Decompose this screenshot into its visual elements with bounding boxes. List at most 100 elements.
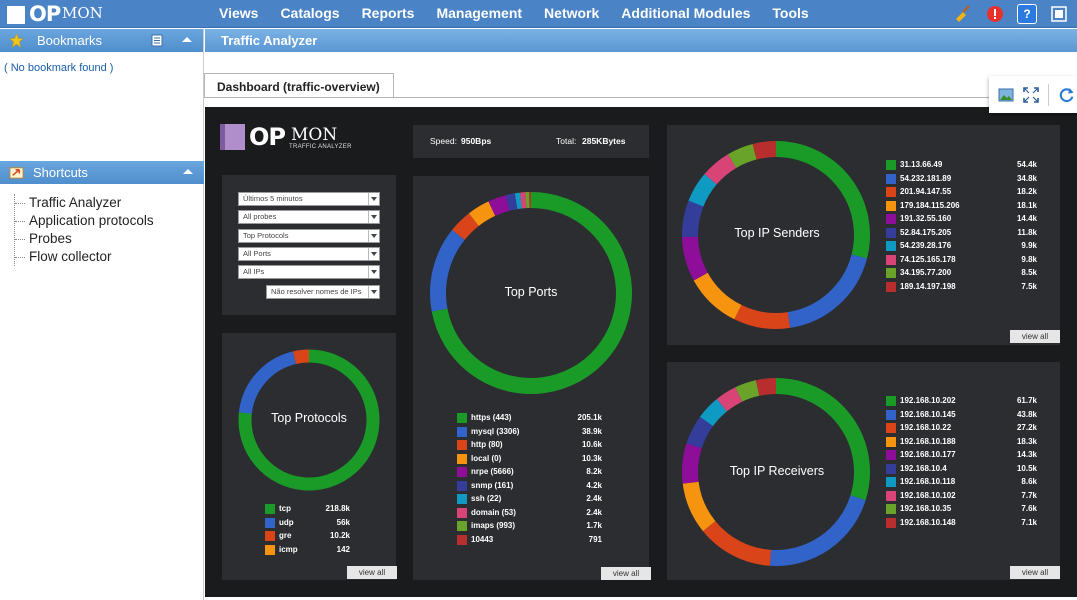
legend-value: 38.9k (581, 426, 602, 436)
slice-191-32-55-160[interactable] (682, 236, 708, 281)
shortcuts-collapse-icon[interactable] (183, 169, 193, 174)
slice-179-184-115-206[interactable] (693, 272, 742, 320)
bookmark-list-icon[interactable] (151, 34, 163, 47)
slice-192-168-10-118[interactable] (699, 398, 728, 427)
top-protocols-panel: Top Protocols tcp 218.8k udp 56k gre 10.2k icm… (222, 333, 397, 580)
slice-192-168-10-102[interactable] (716, 387, 743, 412)
legend-swatch (886, 214, 896, 224)
ports-select[interactable]: All Ports (238, 247, 380, 261)
probes-select[interactable]: All probes (238, 210, 380, 224)
bookmarks-header[interactable]: Bookmarks (0, 29, 203, 52)
menu-management[interactable]: Management (436, 5, 523, 21)
slice-74-125-165-178[interactable] (704, 154, 737, 185)
legend-label: 192.168.10.4 (900, 463, 947, 473)
chevron-down-icon (371, 252, 377, 256)
menu-tools[interactable]: Tools (772, 5, 809, 21)
slice-189-14-197-198[interactable] (752, 141, 777, 160)
chart-type-select[interactable]: Top Protocols (238, 229, 380, 243)
menu-reports[interactable]: Reports (361, 5, 415, 21)
legend-swatch (457, 521, 467, 531)
left-sidebar: Bookmarks ( No bookmark found ) Shortcut… (0, 29, 204, 600)
slice-192-168-10-35[interactable] (735, 380, 760, 402)
legend-value: 9.9k (1021, 241, 1037, 250)
shortcut-application-protocols[interactable]: Application protocols (15, 212, 204, 230)
slice-34-195-77-200[interactable] (727, 143, 757, 169)
legend-item: 179.184.115.206 18.1k (886, 200, 1037, 214)
legend-item: imaps (993) 1.7k (457, 520, 602, 534)
filters-panel: Últimos 5 minutos All probes Top Protoco… (222, 175, 396, 315)
shortcuts-header[interactable]: Shortcuts (0, 161, 204, 184)
legend-value: 9.8k (1021, 254, 1037, 264)
slice-gre[interactable] (293, 349, 309, 365)
image-export-icon[interactable] (998, 87, 1014, 103)
slice-192-168-10-188[interactable] (682, 481, 716, 532)
legend-label: 34.195.77.200 (900, 268, 952, 277)
slice-192-168-10-148[interactable] (755, 378, 777, 396)
legend-value: 7.6k (1021, 504, 1037, 513)
chart-type-select-value: Top Protocols (243, 231, 289, 240)
alert-icon[interactable] (985, 4, 1005, 24)
top-ip-senders-title: Top IP Senders (734, 226, 820, 240)
legend-label: nrpe (5666) (471, 467, 514, 476)
tab-dashboard[interactable]: Dashboard (traffic-overview) (204, 73, 394, 98)
slice-54-239-28-176[interactable] (688, 174, 717, 207)
view-all-receivers-button[interactable]: view all (1010, 566, 1060, 579)
legend-value: 8.2k (586, 467, 602, 476)
slice-192-168-10-202[interactable] (775, 378, 870, 501)
resolve-names-select[interactable]: Não resolver nomes de IPs (266, 285, 380, 299)
legend-item: 192.168.10.35 7.6k (886, 503, 1037, 517)
ips-select[interactable]: All IPs (238, 265, 380, 279)
slice-201-94-147-55[interactable] (734, 304, 791, 329)
view-all-ports-button[interactable]: view all (601, 567, 651, 580)
slice-31-13-66-49[interactable] (775, 141, 870, 259)
legend-swatch (886, 477, 896, 487)
period-select[interactable]: Últimos 5 minutos (238, 192, 380, 206)
legend-swatch (457, 453, 467, 464)
slice-tcp[interactable] (238, 349, 380, 491)
legend-item: 201.94.147.55 18.2k (886, 186, 1037, 200)
slice-https-443[interactable] (431, 192, 632, 394)
menu-catalogs[interactable]: Catalogs (280, 5, 340, 21)
view-all-protocols-button[interactable]: view all (347, 566, 397, 579)
shortcut-icon (9, 167, 24, 179)
view-all-senders-button[interactable]: view all (1010, 330, 1060, 343)
help-icon[interactable]: ? (1017, 4, 1037, 24)
chevron-down-icon (371, 197, 377, 201)
fullscreen-icon[interactable] (1049, 4, 1069, 24)
menu-views[interactable]: Views (219, 5, 259, 21)
top-ports-panel: Top Ports https (443) 205.1k mysql (3306) 3… (413, 176, 651, 580)
slice-192-168-10-177[interactable] (682, 443, 702, 484)
star-icon (9, 33, 24, 48)
slice-http-80[interactable] (452, 213, 479, 241)
legend-swatch (886, 281, 896, 292)
slice-ssh-22[interactable] (514, 192, 522, 210)
legend-item: 192.168.10.188 18.3k (886, 436, 1037, 450)
slice-192-168-10-4[interactable] (686, 416, 714, 449)
slice-nrpe-5666[interactable] (488, 195, 510, 216)
legend-label: 192.168.10.145 (900, 409, 956, 419)
menu-additional-modules[interactable]: Additional Modules (621, 5, 751, 21)
slice-52-84-175-205[interactable] (682, 200, 704, 238)
slice-local-0[interactable] (468, 201, 496, 227)
bookmarks-collapse-icon[interactable] (182, 37, 192, 42)
broom-icon[interactable] (953, 4, 973, 24)
shortcut-probes[interactable]: Probes (15, 230, 204, 248)
shortcut-traffic-analyzer[interactable]: Traffic Analyzer (15, 194, 204, 212)
refresh-icon[interactable] (1058, 86, 1075, 103)
slice-udp[interactable] (238, 351, 297, 415)
speed-label: Speed: (430, 136, 457, 146)
slice-snmp-161[interactable] (505, 193, 518, 211)
legend-label: udp (279, 517, 294, 527)
legend-swatch (886, 187, 896, 197)
dashboard-area: OP MON TRAFFIC ANALYZER Speed: 950Bps To… (205, 107, 1077, 597)
opmon-logo[interactable]: OP MON (0, 0, 205, 28)
top-ip-receivers-legend: 192.168.10.202 61.7k 192.168.10.145 43.8k 19… (886, 395, 1037, 530)
shortcut-flow-collector[interactable]: Flow collector (15, 248, 204, 266)
expand-icon[interactable] (1023, 86, 1039, 103)
slice-54-232-181-89[interactable] (787, 254, 868, 328)
legend-item: http (80) 10.6k (457, 439, 602, 453)
slice-mysql-3306[interactable] (430, 229, 465, 312)
slice-192-168-10-145[interactable] (770, 495, 866, 566)
slice-192-168-10-22[interactable] (702, 520, 772, 566)
menu-network[interactable]: Network (544, 5, 600, 21)
